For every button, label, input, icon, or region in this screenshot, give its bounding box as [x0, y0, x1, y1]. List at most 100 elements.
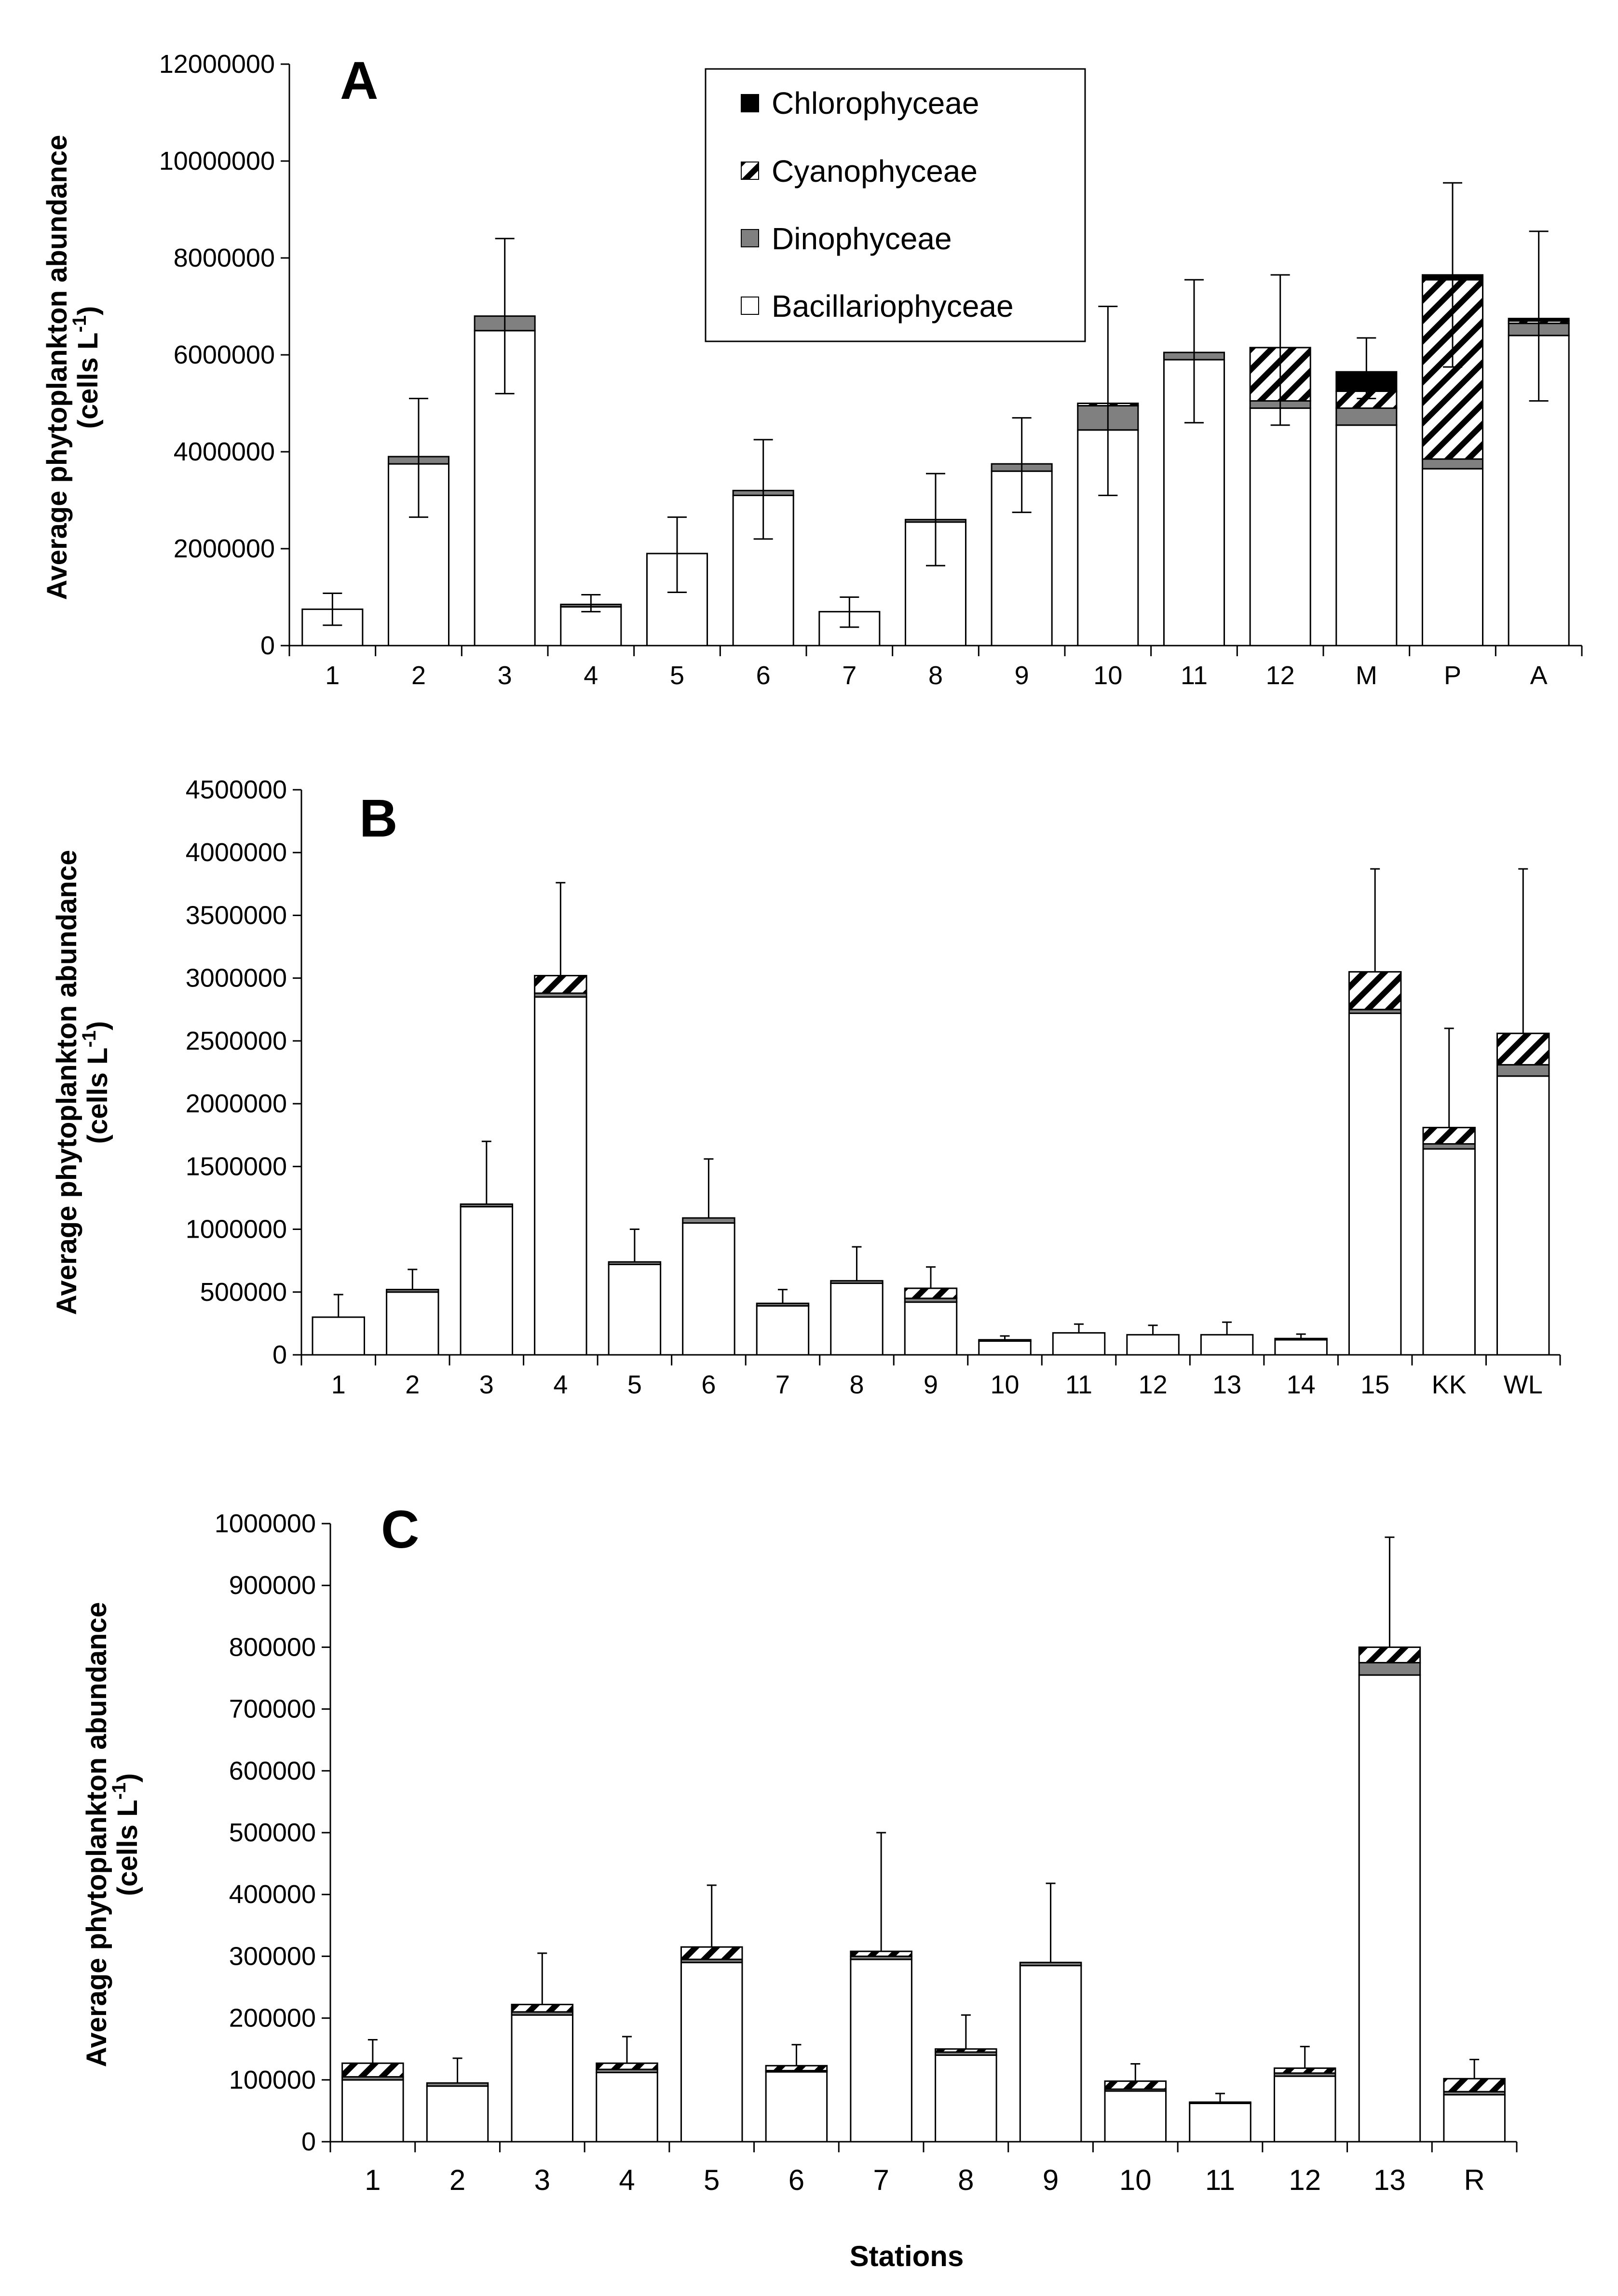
panel-b-ytick-label: 1000000 — [186, 1215, 287, 1244]
panel-c-ytick-label: 800000 — [229, 1633, 316, 1661]
panel-c-bar-10-cyanophyceae — [1104, 2080, 1167, 2090]
panel-c-bar-11-bacillariophyceae — [1189, 2103, 1251, 2143]
legend-item-cyanophyceae: Cyanophyceae — [741, 154, 978, 189]
panel-b-bar-10-dinophyceae — [978, 1339, 1032, 1342]
panel-a-xtick-label: 10 — [1093, 661, 1122, 690]
panel-c-ytick-label: 0 — [301, 2127, 316, 2156]
panel-b-bar-5-bacillariophyceae — [608, 1263, 662, 1356]
panel-a-xtick-label: 2 — [411, 661, 426, 690]
panel-b-bar-12-bacillariophyceae — [1126, 1334, 1180, 1356]
panel-b-ylabel: Average phytoplankton abundance (cells L… — [51, 850, 113, 1315]
legend-label-dinophyceae: Dinophyceae — [772, 221, 952, 256]
panel-c-ytick-label: 900000 — [229, 1571, 316, 1600]
panel-c-xtick-label: 5 — [704, 2164, 720, 2196]
panel-b-bar-10-bacillariophyceae — [978, 1340, 1032, 1356]
panel-b-bar-7-bacillariophyceae — [756, 1305, 810, 1356]
panel-a-xtick-label: 7 — [842, 661, 857, 690]
panel-c-bar-4-bacillariophyceae — [596, 2071, 658, 2143]
panel-c: Average phytoplankton abundance (cells L… — [81, 1500, 1518, 2272]
panel-a-bar-p-dinophyceae — [1421, 458, 1484, 470]
panel-b-bar-15-bacillariophyceae — [1348, 1013, 1402, 1356]
legend-swatch-chlorophyceae — [741, 94, 759, 112]
panel-a-xtick-label: 11 — [1181, 661, 1208, 690]
panel-b-bar-kk-bacillariophyceae — [1422, 1148, 1476, 1356]
panel-b-bar-5-dinophyceae — [608, 1261, 662, 1265]
panel-b-bar-6-dinophyceae — [682, 1217, 735, 1224]
panel-b-bar-3-bacillariophyceae — [460, 1206, 514, 1356]
panel-c-bar-12-cyanophyceae — [1273, 2067, 1336, 2074]
panel-c-xtick-label: 12 — [1289, 2164, 1321, 2196]
panel-c-bar-6-bacillariophyceae — [765, 2071, 828, 2143]
panel-c-bar-9-dinophyceae — [1019, 1961, 1082, 1967]
panel-b-bar-13-bacillariophyceae — [1200, 1334, 1254, 1356]
legend-swatch-cyanophyceae — [741, 162, 759, 180]
panel-c-xtick-label: 13 — [1373, 2164, 1406, 2196]
panel-b-ytick-label: 3000000 — [186, 964, 287, 993]
legend-item-dinophyceae: Dinophyceae — [741, 221, 952, 256]
panel-a: Average phytoplankton abundance (cells L… — [41, 50, 1583, 690]
panel-c-xtick-label: 4 — [619, 2164, 635, 2196]
panel-b-bar-2-bacillariophyceae — [386, 1291, 439, 1356]
panel-a-bar-m-bacillariophyceae — [1335, 424, 1398, 647]
panel-b-xtick-label: 15 — [1360, 1370, 1389, 1399]
panel-c-bar-3-bacillariophyceae — [511, 2014, 574, 2143]
panel-c-xtick-label: 1 — [365, 2164, 381, 2196]
panel-a-xtick-label: 12 — [1266, 661, 1295, 690]
panel-c-bar-1-bacillariophyceae — [341, 2079, 404, 2143]
panel-b-bar-9-bacillariophyceae — [904, 1301, 958, 1356]
panel-a-bar-4-bacillariophyceae — [560, 606, 622, 647]
panel-c-bar-5-cyanophyceae — [680, 1946, 743, 1960]
panel-a-label: A — [340, 51, 378, 110]
panel-a-ytick-label: 2000000 — [174, 534, 275, 563]
panel-c-bar-r-bacillariophyceae — [1443, 2094, 1506, 2143]
panel-b-xtick-label: WL — [1504, 1370, 1543, 1399]
panel-b-xtick-label: 12 — [1139, 1370, 1168, 1399]
panel-a-xtick-label: 6 — [756, 661, 771, 690]
panel-b-bar-6-bacillariophyceae — [682, 1222, 735, 1356]
panel-a-ylabel-line2: (cells L-1) — [69, 306, 104, 429]
panel-b-ylabel-line1: Average phytoplankton abundance — [51, 850, 82, 1315]
panel-a-bar-p-bacillariophyceae — [1421, 468, 1484, 647]
panel-c-ytick-label: 300000 — [229, 1942, 316, 1971]
panel-b-bar-8-dinophyceae — [830, 1280, 884, 1284]
panel-b-ytick-label: 3500000 — [186, 901, 287, 930]
panel-b-bar-wl-cyanophyceae — [1496, 1032, 1550, 1066]
panel-b-bar-4-bacillariophyceae — [534, 996, 587, 1356]
panel-c-ytick-label: 700000 — [229, 1695, 316, 1724]
panel-a-bar-2-bacillariophyceae — [387, 463, 450, 647]
legend-box — [705, 68, 1086, 342]
panel-c-xtick-label: 9 — [1043, 2164, 1059, 2196]
panel-b-bar-3-dinophyceae — [460, 1203, 514, 1208]
panel-c-ytick-label: 1000000 — [215, 1509, 316, 1538]
legend-item-bacillariophyceae: Bacillariophyceae — [741, 289, 1014, 324]
panel-b-bar-2-dinophyceae — [386, 1289, 439, 1293]
panel-b-xtick-label: 14 — [1287, 1370, 1316, 1399]
panel-b-xtick-label: 3 — [479, 1370, 494, 1399]
panel-a-ylabel-line1: Average phytoplankton abundance — [41, 135, 73, 600]
panel-c-xtick-label: 6 — [789, 2164, 804, 2196]
panel-c-ylabel: Average phytoplankton abundance (cells L… — [81, 1602, 143, 2067]
panel-c-xtick-label: 3 — [534, 2164, 550, 2196]
panel-a-xtick-label: A — [1530, 661, 1548, 690]
panel-c-bar-13-cyanophyceae — [1358, 1646, 1421, 1663]
panel-a-ytick-label: 0 — [260, 631, 275, 660]
panel-c-ytick-label: 100000 — [229, 2066, 316, 2094]
panel-b-ytick-label: 1500000 — [186, 1152, 287, 1181]
panel-b-bar-9-cyanophyceae — [904, 1287, 958, 1299]
panel-a-xtick-label: M — [1356, 661, 1377, 690]
panel-c-ytick-label: 200000 — [229, 2004, 316, 2033]
panel-a-ytick-label: 12000000 — [159, 50, 275, 79]
panel-c-ytick-label: 500000 — [229, 1818, 316, 1847]
panel-c-label: C — [381, 1500, 419, 1559]
legend-label-cyanophyceae: Cyanophyceae — [772, 154, 978, 189]
panel-a-xtick-label: 1 — [325, 661, 340, 690]
panel-b-xtick-label: 9 — [924, 1370, 938, 1399]
panel-b-bar-wl-dinophyceae — [1496, 1064, 1550, 1077]
panel-c-bar-8-cyanophyceae — [935, 2048, 997, 2053]
panel-c-bar-2-dinophyceae — [426, 2082, 489, 2087]
panel-b-xtick-label: 8 — [849, 1370, 864, 1399]
panel-a-bar-12-bacillariophyceae — [1249, 407, 1311, 647]
panel-c-bar-3-cyanophyceae — [511, 2003, 574, 2013]
panel-b-ytick-label: 500000 — [200, 1278, 287, 1307]
panel-b-xtick-label: KK — [1432, 1370, 1467, 1399]
